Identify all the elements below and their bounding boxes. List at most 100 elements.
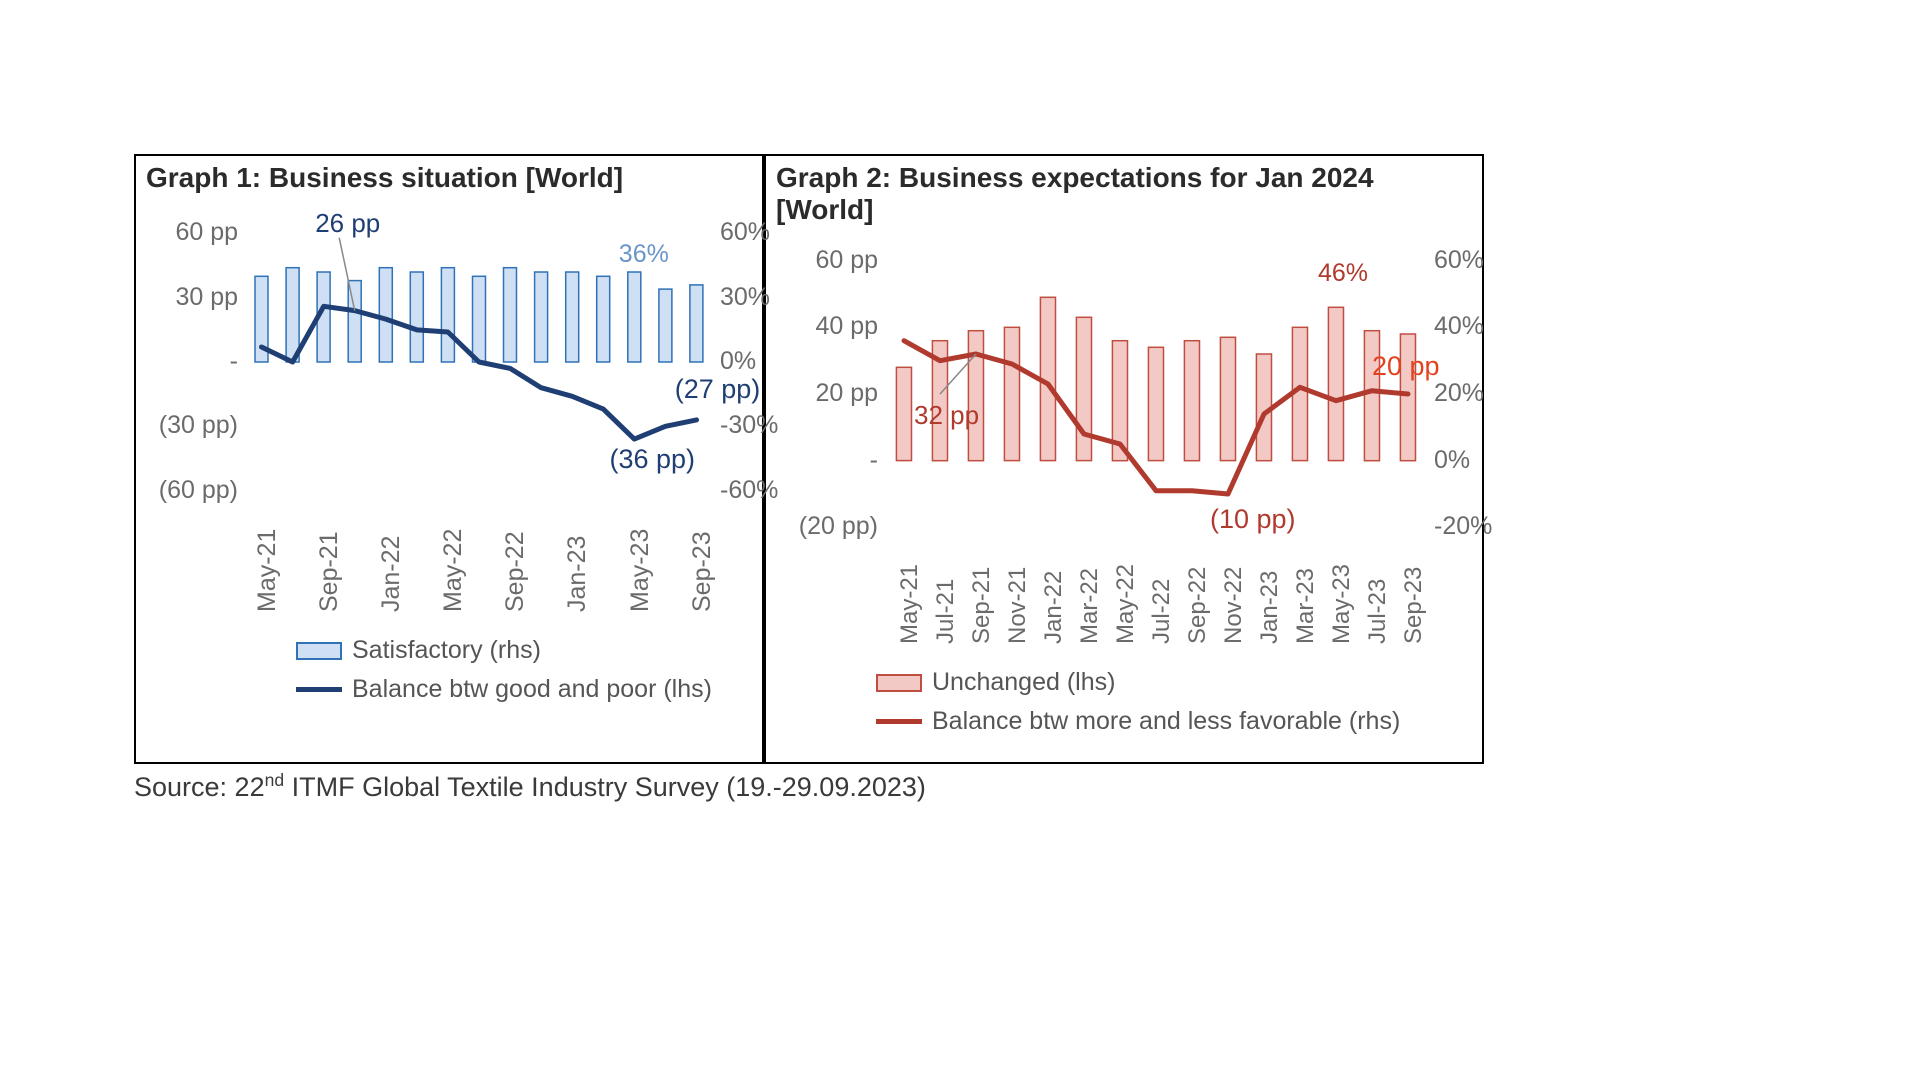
bar	[1184, 341, 1199, 461]
bar	[535, 272, 548, 362]
legend-label: Satisfactory (rhs)	[352, 636, 541, 665]
source-ordinal: nd	[265, 770, 285, 790]
bar	[1076, 317, 1091, 460]
x-tick-label: Jul-22	[1148, 579, 1176, 644]
page: Graph 1: Business situation [World] 26 pp…	[0, 0, 1920, 1080]
legend-item: Unchanged (lhs)	[876, 668, 1472, 697]
bar	[690, 285, 703, 362]
x-tick-label: Sep-21	[315, 531, 344, 612]
y-left-tick-label: -	[776, 446, 878, 475]
x-tick-label: May-23	[1328, 564, 1356, 644]
annotation: 46%	[1318, 259, 1368, 288]
y-left-tick-label: 60 pp	[776, 246, 878, 275]
y-right-tick-label: 60%	[1434, 246, 1484, 275]
x-tick-label: Jan-23	[563, 536, 592, 612]
bar	[473, 276, 486, 362]
x-tick-label: Jul-23	[1364, 579, 1392, 644]
legend-swatch-line-icon	[876, 719, 922, 724]
plot-area: 32 pp60 pp40 pp20 pp-(20 pp)60%40%20%0%-…	[776, 232, 1472, 662]
panel-left: Graph 1: Business situation [World] 26 pp…	[134, 154, 764, 764]
legend-item: Balance btw more and less favorable (rhs…	[876, 707, 1472, 736]
bar	[1220, 337, 1235, 460]
x-tick-label: Mar-23	[1292, 568, 1320, 644]
y-left-tick-label: 30 pp	[146, 283, 238, 312]
x-tick-label: Jan-23	[1256, 571, 1284, 644]
y-left-tick-label: (30 pp)	[146, 411, 238, 440]
source-rest: ITMF Global Textile Industry Survey (19.…	[284, 772, 926, 802]
annotation: 20 pp	[1372, 351, 1440, 382]
bar	[597, 276, 610, 362]
y-left-tick-label: (20 pp)	[776, 512, 878, 541]
panel-right: Graph 2: Business expectations for Jan 2…	[764, 154, 1484, 764]
chart-panels: Graph 1: Business situation [World] 26 pp…	[134, 154, 1484, 764]
bar	[566, 272, 579, 362]
x-tick-label: Sep-23	[1400, 567, 1428, 644]
x-tick-label: May-21	[896, 564, 924, 644]
y-right-tick-label: 20%	[1434, 379, 1484, 408]
annotation: (27 pp)	[675, 374, 761, 405]
y-left-tick-label: -	[146, 347, 238, 376]
x-tick-label: Sep-23	[688, 531, 717, 612]
callout-leader	[339, 238, 355, 311]
bar	[504, 268, 517, 362]
x-tick-label: Jan-22	[377, 536, 406, 612]
y-right-tick-label: -60%	[720, 476, 778, 505]
x-tick-label: Nov-22	[1220, 567, 1248, 644]
x-tick-label: Sep-22	[1184, 567, 1212, 644]
source-prefix: Source: 22	[134, 772, 265, 802]
y-left-tick-label: 20 pp	[776, 379, 878, 408]
bar	[1328, 307, 1343, 460]
y-right-tick-label: -20%	[1434, 512, 1492, 541]
x-tick-label: May-22	[1112, 564, 1140, 644]
legend-label: Balance btw good and poor (lhs)	[352, 675, 712, 704]
callout-label: 32 pp	[914, 400, 979, 431]
bar	[628, 272, 641, 362]
x-tick-label: Jan-22	[1040, 571, 1068, 644]
y-left-tick-label: (60 pp)	[146, 476, 238, 505]
x-tick-label: Sep-21	[968, 567, 996, 644]
legend-item: Balance btw good and poor (lhs)	[296, 675, 752, 704]
source-text: Source: 22nd ITMF Global Textile Industr…	[134, 770, 926, 803]
bar	[1004, 327, 1019, 460]
y-right-tick-label: 40%	[1434, 312, 1484, 341]
callout-label: 26 pp	[315, 208, 380, 239]
bar	[968, 331, 983, 461]
bar	[659, 289, 672, 362]
plot-area: 26 pp60 pp30 pp-(30 pp)(60 pp)60%30%0%-3…	[146, 200, 752, 630]
bar	[896, 367, 911, 460]
legend-swatch-line-icon	[296, 687, 342, 692]
legend-label: Balance btw more and less favorable (rhs…	[932, 707, 1400, 736]
x-tick-label: Nov-21	[1004, 567, 1032, 644]
y-right-tick-label: 0%	[1434, 446, 1470, 475]
y-right-tick-label: -30%	[720, 411, 778, 440]
panel-title: Graph 1: Business situation [World]	[146, 162, 752, 194]
annotation: 36%	[619, 240, 669, 269]
legend-item: Satisfactory (rhs)	[296, 636, 752, 665]
legend: Satisfactory (rhs) Balance btw good and p…	[296, 636, 752, 704]
x-tick-label: Mar-22	[1076, 568, 1104, 644]
legend-swatch-bar-icon	[296, 642, 342, 660]
legend-swatch-bar-icon	[876, 674, 922, 692]
y-right-tick-label: 0%	[720, 347, 756, 376]
legend-label: Unchanged (lhs)	[932, 668, 1115, 697]
x-tick-label: May-22	[439, 529, 468, 612]
annotation: (10 pp)	[1210, 504, 1296, 535]
bar	[286, 268, 299, 362]
y-left-tick-label: 60 pp	[146, 218, 238, 247]
bar	[379, 268, 392, 362]
legend: Unchanged (lhs) Balance btw more and less…	[876, 668, 1472, 736]
panel-title: Graph 2: Business expectations for Jan 2…	[776, 162, 1472, 226]
bar	[410, 272, 423, 362]
bar	[348, 281, 361, 362]
bar	[1148, 347, 1163, 460]
bar	[441, 268, 454, 362]
x-tick-label: Sep-22	[501, 531, 530, 612]
x-tick-label: May-23	[626, 529, 655, 612]
y-right-tick-label: 60%	[720, 218, 770, 247]
y-left-tick-label: 40 pp	[776, 312, 878, 341]
y-right-tick-label: 30%	[720, 283, 770, 312]
x-tick-label: May-21	[253, 529, 282, 612]
x-tick-label: Jul-21	[932, 579, 960, 644]
chart-svg	[886, 244, 1426, 544]
annotation: (36 pp)	[609, 444, 695, 475]
